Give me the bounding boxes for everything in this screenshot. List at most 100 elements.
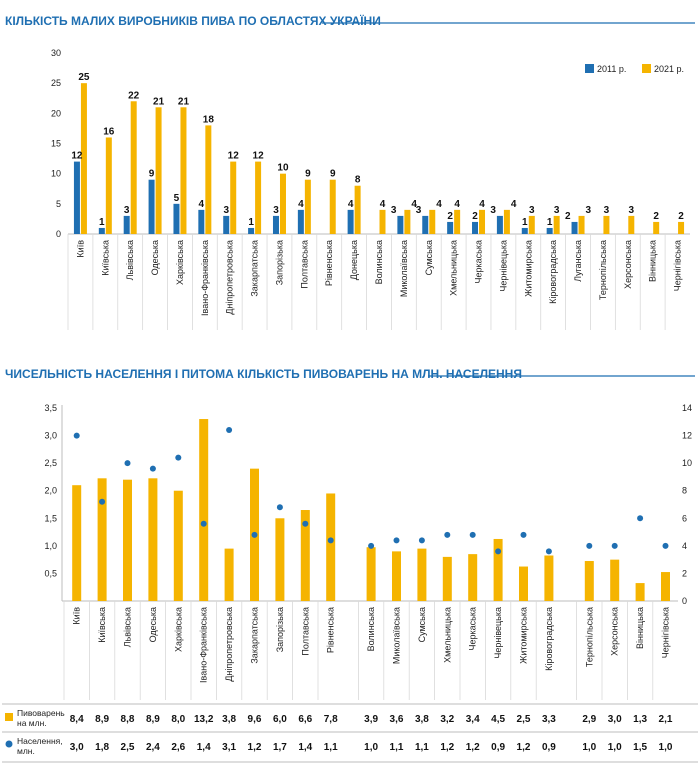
bar-2011	[447, 221, 454, 234]
table-value-population: 1,2	[466, 742, 480, 753]
table-value-breweries: 8,9	[146, 714, 160, 725]
bar-2021	[628, 215, 635, 234]
bar-breweries-per-million	[392, 551, 401, 601]
bar-breweries-per-million	[173, 490, 183, 601]
table-value-breweries: 8,4	[70, 714, 84, 725]
table-value-population: 2,6	[171, 742, 185, 753]
table-value-population: 0,9	[491, 742, 505, 753]
y-tick-label: 30	[51, 48, 61, 58]
bar-2021	[578, 215, 585, 234]
data-label-2021: 22	[128, 90, 140, 101]
legend-swatch-2021	[642, 64, 651, 73]
bar-2021	[454, 209, 461, 234]
category-label: Сумська	[424, 240, 434, 275]
category-label: Дніпропетровська	[224, 607, 234, 682]
bar-2011	[98, 227, 105, 234]
chart1-title: КІЛЬКІСТЬ МАЛИХ ВИРОБНИКІВ ПИВА ПО ОБЛАС…	[5, 13, 381, 28]
category-label: Сумська	[417, 607, 427, 642]
data-label-2011: 4	[199, 199, 205, 210]
bar-2011	[148, 179, 155, 234]
bar-2021	[180, 107, 187, 234]
y-tick-label: 5	[56, 199, 61, 209]
category-label: Черкаська	[468, 607, 478, 650]
table-value-breweries: 2,5	[517, 714, 531, 725]
table-value-population: 1,2	[248, 742, 262, 753]
data-label-2021: 25	[78, 72, 90, 83]
category-label: Кіровоградська	[544, 607, 554, 671]
data-label-2021: 10	[277, 163, 289, 174]
data-label-2021: 8	[355, 175, 361, 186]
category-label: Кіровоградська	[548, 240, 558, 304]
dot-population	[469, 531, 476, 538]
category-label: Запорізька	[275, 607, 285, 652]
bar-2011	[397, 215, 404, 234]
data-label-2011: 1	[99, 217, 105, 228]
category-label: Київ	[75, 240, 85, 258]
bar-2021	[379, 209, 386, 234]
bar-breweries-per-million	[442, 556, 452, 601]
category-label: Миколаївська	[399, 240, 409, 297]
table-row-label-population: Населення,	[17, 736, 63, 746]
data-label-2021: 16	[103, 126, 115, 137]
table-value-population: 1,0	[364, 742, 378, 753]
table-row-label-breweries: Пивоварень	[17, 708, 65, 718]
data-label-2021: 3	[629, 205, 635, 216]
bar-2021	[155, 107, 162, 234]
category-label: Херсонська	[610, 607, 620, 656]
category-label: Одеська	[148, 607, 158, 642]
dot-population	[418, 537, 425, 544]
table-value-population: 1,1	[324, 742, 338, 753]
data-label-2011: 9	[149, 169, 155, 180]
bar-2021	[230, 161, 237, 234]
category-label: Чернівецька	[493, 607, 503, 659]
category-label: Київська	[100, 240, 110, 276]
dot-population	[175, 454, 182, 461]
dot-population	[545, 548, 552, 555]
category-label: Київ	[72, 607, 82, 625]
category-label: Донецька	[349, 240, 359, 280]
dot-population	[662, 542, 669, 549]
table-value-population: 1,0	[659, 742, 673, 753]
data-label-2021: 3	[554, 205, 560, 216]
bar-2011	[272, 215, 279, 234]
category-label: Харківська	[173, 607, 183, 652]
category-label: Вінницька	[635, 607, 645, 649]
y-tick-label: 15	[51, 139, 61, 149]
bar-2021	[329, 179, 336, 234]
bar-2021	[404, 209, 411, 234]
category-label: Івано-Франківська	[199, 607, 209, 683]
table-value-population: 2,5	[121, 742, 135, 753]
category-label: Вінницька	[648, 240, 658, 282]
dot-population	[276, 504, 283, 511]
data-label-2011: 2	[472, 211, 478, 222]
category-label: Волинська	[366, 607, 376, 651]
bar-2011	[472, 221, 479, 234]
dot-population	[368, 542, 375, 549]
bar-2021	[354, 185, 361, 234]
table-value-breweries: 8,0	[171, 714, 185, 725]
data-label-2021: 4	[454, 199, 460, 210]
bar-2021	[479, 209, 486, 234]
table-value-breweries: 3,9	[364, 714, 378, 725]
bar-breweries-per-million	[584, 561, 594, 601]
bar-breweries-per-million	[366, 547, 376, 601]
data-label-2021: 9	[305, 169, 311, 180]
y-left-tick-label: 2,5	[44, 458, 57, 468]
category-label: Чернігівська	[673, 240, 683, 291]
dot-population	[393, 537, 400, 544]
bar-breweries-per-million	[224, 548, 234, 601]
bar-2011	[223, 215, 230, 234]
bar-2011	[496, 215, 503, 234]
bar-2021	[528, 215, 535, 234]
data-label-2021: 9	[330, 169, 336, 180]
table-value-population: 1,1	[415, 742, 429, 753]
data-label-2021: 4	[479, 199, 485, 210]
data-label-2021: 4	[511, 199, 517, 210]
table-value-breweries: 8,9	[95, 714, 109, 725]
dot-population	[226, 427, 233, 434]
table-value-population: 1,4	[298, 742, 312, 753]
dot-population	[99, 498, 106, 505]
chart2-title: ЧИСЕЛЬНІСТЬ НАСЕЛЕННЯ І ПИТОМА КІЛЬКІСТЬ…	[5, 367, 522, 381]
category-label: Рівненська	[324, 240, 334, 286]
table-value-breweries: 3,3	[542, 714, 556, 725]
